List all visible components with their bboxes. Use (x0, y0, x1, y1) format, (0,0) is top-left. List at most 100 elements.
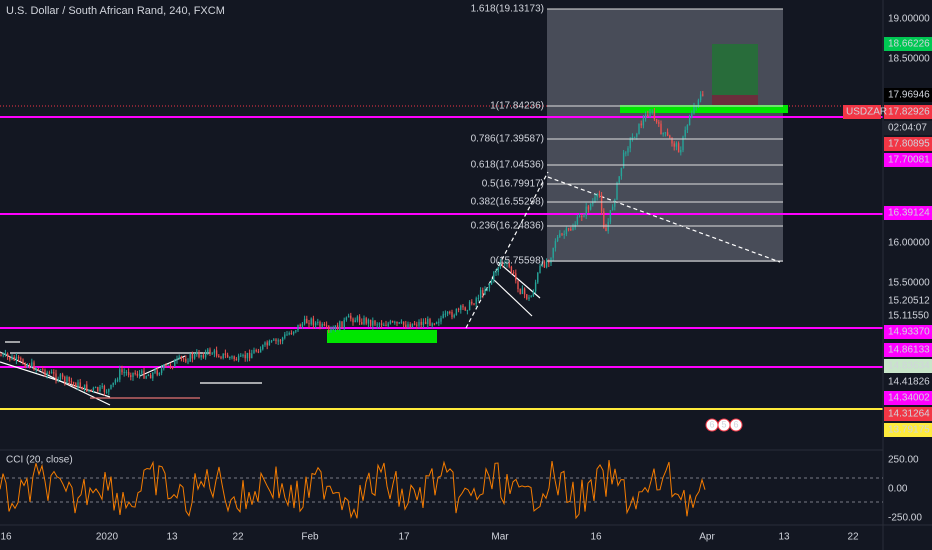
candle-body (193, 354, 196, 359)
candle-body (367, 319, 370, 324)
candle-body (15, 356, 18, 361)
price-tag (884, 153, 932, 167)
fib-label: 1(17.84236) (490, 101, 544, 112)
price-label: 17.96946 (888, 90, 930, 101)
candle-body (587, 206, 590, 210)
candle-body (160, 368, 163, 373)
candle-body (48, 372, 51, 374)
candle-body (125, 371, 128, 373)
candle-body (158, 372, 161, 375)
candle-body (169, 364, 172, 367)
candle-body (449, 311, 451, 313)
candle-body (2, 354, 4, 356)
candle-body (517, 280, 519, 290)
candle-body (11, 356, 13, 360)
candle-body (171, 366, 174, 368)
candle-body (266, 342, 268, 346)
price-tag (884, 391, 932, 405)
candle-body (108, 388, 110, 392)
candle-body (682, 136, 684, 151)
candle-body (620, 167, 623, 177)
candle-body (603, 211, 605, 228)
chart-title: U.S. Dollar / South African Rand, 240, F… (6, 5, 225, 17)
event-label: 5 (721, 419, 726, 429)
price-label: 14.34002 (888, 393, 930, 404)
candle-body (204, 351, 207, 358)
candle-body (572, 227, 574, 231)
candle-body (361, 321, 363, 325)
event-label: 6 (709, 419, 714, 429)
candle-body (218, 355, 220, 358)
candle-body (506, 262, 508, 264)
candle-body (180, 356, 183, 359)
candle-body (512, 272, 515, 274)
candle-body (77, 382, 79, 388)
candle-body (677, 143, 680, 153)
price-tag (884, 407, 932, 421)
candle-body (279, 340, 282, 342)
event-badge (729, 418, 743, 432)
candle-body (57, 379, 59, 381)
candle-body (673, 143, 675, 147)
candle-body (504, 263, 506, 265)
candle-body (453, 315, 455, 318)
candle-body (292, 331, 295, 334)
candle-body (70, 381, 73, 383)
price-label: 14.41826 (888, 377, 930, 388)
candle-body (229, 356, 231, 358)
candle-body (92, 387, 95, 390)
price-label: 15.11550 (888, 311, 929, 322)
candle-body (570, 228, 572, 231)
candle-body (174, 360, 176, 367)
candle-body (207, 349, 209, 352)
target-zone (712, 44, 758, 95)
price-label: 14.31264 (888, 409, 930, 420)
candle-body (167, 364, 169, 366)
candle-body (669, 135, 671, 139)
candle-body (482, 290, 484, 295)
candle-body (490, 280, 493, 285)
candle-body (295, 330, 297, 332)
candle-body (119, 369, 121, 380)
price-tag (884, 325, 932, 339)
candle-body (68, 376, 70, 382)
candle-body (240, 355, 242, 357)
candle-body (9, 356, 11, 360)
candle-body (697, 100, 700, 106)
candle-body (28, 364, 31, 368)
candle-body (528, 297, 530, 299)
candle-body (431, 323, 433, 326)
price-tag (884, 105, 932, 119)
candle-body (649, 111, 651, 117)
candle-body (281, 337, 284, 342)
fib-label: 0.382(16.55298) (471, 197, 544, 208)
date-label: Apr (699, 532, 715, 543)
candle-body (46, 372, 48, 376)
candle-body (88, 389, 90, 392)
candle-body (275, 339, 277, 341)
candle-body (286, 334, 288, 336)
candle-body (97, 387, 99, 391)
candle-body (581, 216, 583, 218)
fib-label: 0.618(17.04536) (471, 160, 544, 171)
candle-body (636, 133, 638, 137)
price-label: 19.00000 (888, 14, 930, 25)
candle-body (231, 356, 233, 358)
price-label: 15.20512 (888, 296, 930, 307)
candle-body (402, 321, 405, 325)
price-label: 16.39124 (888, 208, 930, 219)
candle-body (182, 358, 185, 360)
candle-body (484, 289, 486, 295)
candle-body (468, 301, 471, 311)
price-label: 17.80895 (888, 139, 930, 150)
candle-body (508, 262, 510, 267)
candle-body (149, 375, 152, 379)
candle-body (622, 152, 625, 168)
candle-body (339, 321, 341, 330)
indicator-title: CCI (20, close) (6, 455, 73, 466)
candle-body (702, 94, 704, 96)
candle-body (583, 215, 585, 218)
candle-body (655, 119, 658, 123)
candle-body (466, 310, 469, 312)
candle-body (576, 216, 579, 225)
